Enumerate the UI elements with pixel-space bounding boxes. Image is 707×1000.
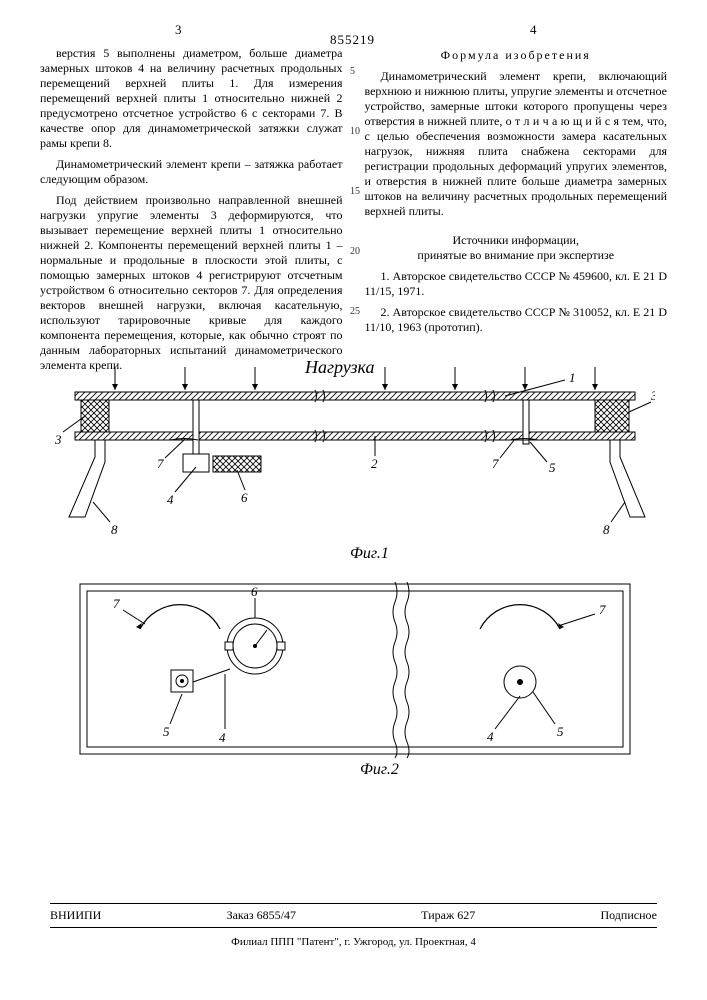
text-columns: верстия 5 выполнены диаметром, больше ди… xyxy=(40,46,667,379)
paragraph: верстия 5 выполнены диаметром, больше ди… xyxy=(40,46,343,151)
ref-7: 7 xyxy=(113,596,120,611)
page-number-left: 3 xyxy=(175,22,182,38)
fig1-caption: Фиг.1 xyxy=(350,544,389,564)
line-num: 25 xyxy=(350,306,360,319)
ref-6: 6 xyxy=(241,490,248,505)
footer-order: Заказ 6855/47 xyxy=(227,908,296,923)
paragraph: Динамометрический элемент крепи, включаю… xyxy=(365,69,668,219)
ref-7b: 7 xyxy=(599,602,606,617)
formula-title: Формула изобретения xyxy=(365,48,668,63)
ref-3b: 3 xyxy=(650,388,655,403)
footer-bar: ВНИИПИ Заказ 6855/47 Тираж 627 Подписное xyxy=(50,903,657,928)
ref-5b: 5 xyxy=(557,724,564,739)
ref-8b: 8 xyxy=(603,522,610,537)
paragraph: Динамометрический элемент крепи – затяжк… xyxy=(40,157,343,187)
line-num: 20 xyxy=(350,246,360,259)
line-num: 10 xyxy=(350,126,360,139)
ref-8: 8 xyxy=(111,522,118,537)
ref-4: 4 xyxy=(219,730,226,745)
ref-2: 2 xyxy=(371,456,378,471)
ref-7b: 7 xyxy=(492,456,499,471)
ref-1: 1 xyxy=(569,370,576,385)
paragraph: Под действием произвольно направленной в… xyxy=(40,193,343,373)
left-column: верстия 5 выполнены диаметром, больше ди… xyxy=(40,46,343,379)
right-column: Формула изобретения Динамометрический эл… xyxy=(365,46,668,379)
ref-5: 5 xyxy=(163,724,170,739)
footer-org: ВНИИПИ xyxy=(50,908,101,923)
sources-title: Источники информации, принятые во вниман… xyxy=(365,233,668,263)
page-number-right: 4 xyxy=(530,22,537,38)
line-num: 5 xyxy=(350,66,355,79)
line-num: 15 xyxy=(350,186,360,199)
reference: 2. Авторское свидетельство СССР № 310052… xyxy=(365,305,668,335)
ref-4: 4 xyxy=(167,492,174,507)
figure-2: 7 7 6 5 4 4 5 xyxy=(75,574,635,774)
fig2-caption: Фиг.2 xyxy=(360,760,399,780)
footer-sub: Подписное xyxy=(600,908,657,923)
ref-4b: 4 xyxy=(487,729,494,744)
ref-3: 3 xyxy=(55,432,62,447)
ref-7: 7 xyxy=(157,456,164,471)
footer-tirazh: Тираж 627 xyxy=(421,908,475,923)
footer-address: Филиал ППП "Патент", г. Ужгород, ул. Про… xyxy=(0,936,707,950)
reference: 1. Авторское свидетельство СССР № 459600… xyxy=(365,269,668,299)
figure-1: 1 2 3 3 4 5 6 7 7 8 8 xyxy=(55,362,655,547)
ref-5: 5 xyxy=(549,460,556,475)
ref-6: 6 xyxy=(251,584,258,599)
